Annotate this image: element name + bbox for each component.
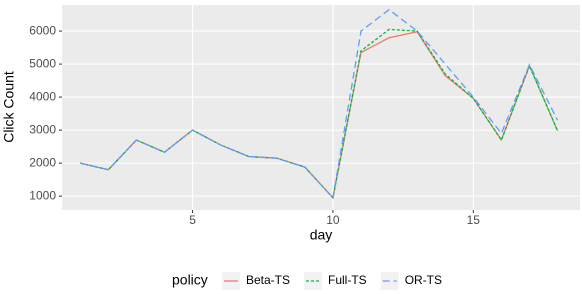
legend-title: policy [172,272,208,288]
x-axis-title: day [310,227,333,243]
x-tick-label: 5 [189,213,196,227]
plot-panel [62,5,580,210]
legend-label: Beta-TS [246,273,290,287]
y-tick-label: 1000 [29,188,56,202]
y-tick-label: 2000 [29,155,56,169]
y-axis-title: Click Count [1,71,17,143]
legend-label: OR-TS [405,273,442,287]
x-tick-label: 10 [326,213,340,227]
x-tick-label: 15 [467,213,481,227]
y-tick-label: 6000 [29,23,56,37]
y-tick-label: 4000 [29,89,56,103]
y-tick-label: 5000 [29,56,56,70]
y-tick-label: 3000 [29,122,56,136]
series-line [80,8,559,200]
legend-label: Full-TS [328,273,367,287]
